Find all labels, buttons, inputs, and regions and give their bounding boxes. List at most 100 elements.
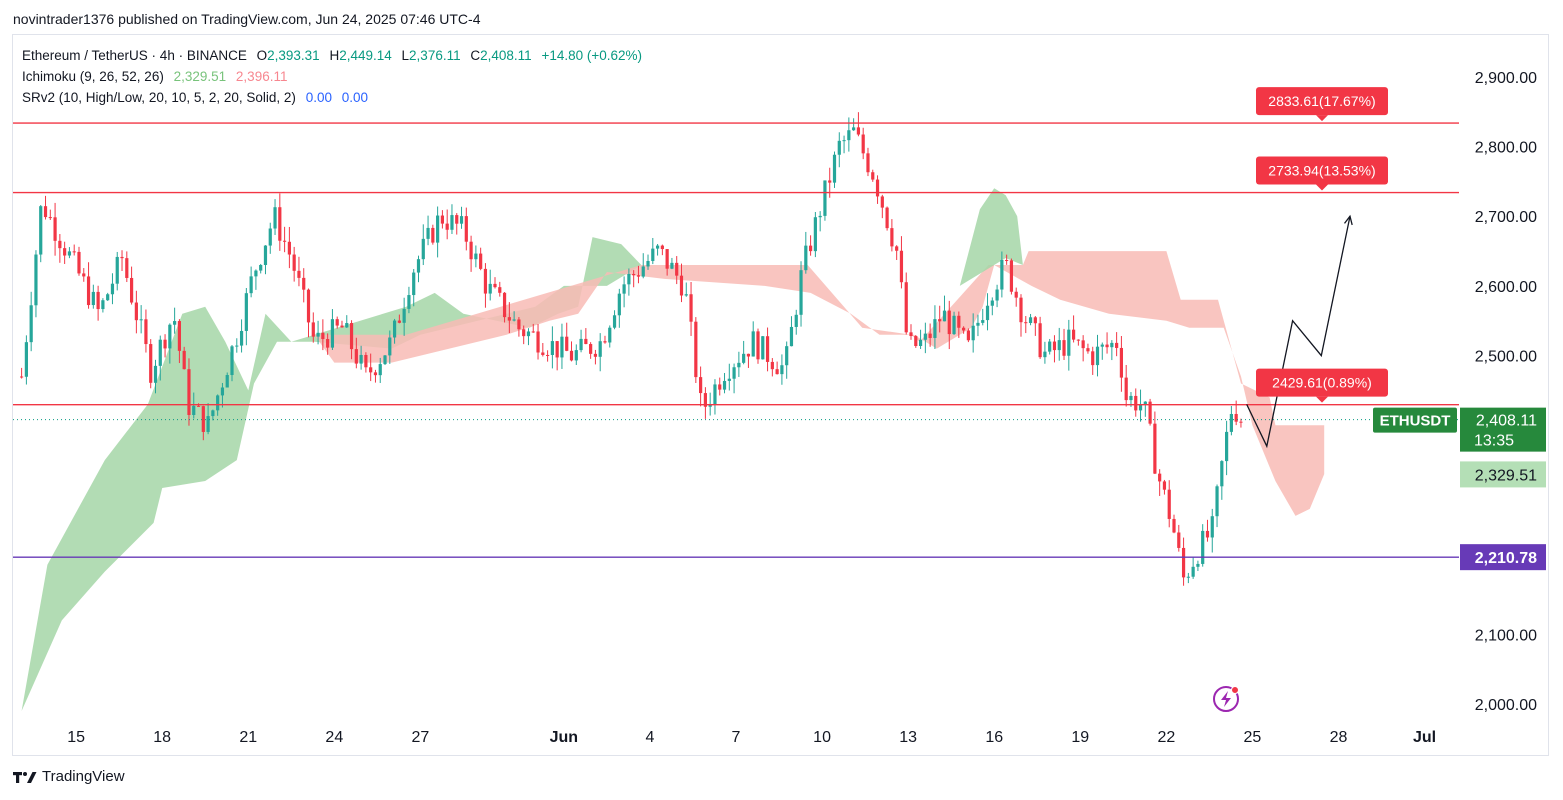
candle-body (598, 341, 602, 357)
candle-body (383, 355, 387, 365)
candle-body (273, 207, 277, 229)
legend-ichimoku-row[interactable]: Ichimoku (9, 26, 52, 26) 2,329.51 2,396.… (22, 66, 642, 87)
candle-body (29, 305, 33, 343)
resistance-2733-tag-label: 2733.94(13.53%) (1268, 163, 1375, 179)
candle-body (254, 270, 258, 277)
candle-body (397, 320, 401, 323)
candle-body (780, 365, 784, 375)
bar-countdown-label: 13:35 (1474, 433, 1514, 450)
candle-body (981, 320, 985, 323)
last-price-tag (1460, 407, 1546, 452)
candle-body (292, 254, 296, 271)
candle-body (53, 217, 57, 241)
candle-body (153, 365, 158, 383)
x-tick-label: 4 (645, 729, 654, 746)
candle-body (679, 275, 684, 296)
news-lightning-bolt (1221, 691, 1231, 707)
candle-body (1009, 260, 1014, 292)
candle-body (412, 272, 416, 296)
candle-body (192, 405, 196, 416)
x-tick-label: 21 (239, 729, 257, 746)
candle-body (359, 354, 363, 364)
x-tick-label: 25 (1244, 729, 1262, 746)
symbol-tag-label: ETHUSDT (1380, 413, 1451, 430)
legend-srv2-row[interactable]: SRv2 (10, High/Low, 20, 10, 5, 2, 20, So… (22, 87, 642, 108)
ichimoku-price-tag-label-2: 2,329.51 (1475, 467, 1537, 484)
candle-body (608, 327, 612, 343)
candle-body (268, 228, 272, 246)
candle-body (20, 376, 24, 378)
candle-body (1033, 317, 1037, 324)
legend-ichimoku-label[interactable]: Ichimoku (9, 26, 52, 26) (22, 69, 164, 84)
legend-ichimoku-value-1: 2,329.51 (173, 69, 227, 84)
legend-srv2-value-2: 0.00 (341, 90, 369, 105)
chart-frame[interactable] (12, 34, 1549, 756)
candle-body (440, 215, 445, 224)
x-tick-label: Jun (550, 729, 578, 746)
candle-body (1062, 340, 1066, 356)
candle-body (1210, 516, 1214, 538)
candle-body (1177, 532, 1181, 548)
candle-body (976, 322, 980, 326)
candle-body (1115, 342, 1119, 348)
legend-high-label: H (329, 48, 340, 63)
candle-body (775, 369, 779, 375)
candle-body (388, 337, 392, 356)
candle-body (808, 245, 813, 252)
candle-body (287, 241, 291, 255)
candle-body (216, 395, 220, 411)
tradingview-footer-logo[interactable]: TradingView (13, 768, 125, 785)
candle-body (880, 196, 884, 208)
candle-body (306, 289, 311, 323)
chart-legend: Ethereum / TetherUS · 4h · BINANCE O2,39… (22, 45, 642, 108)
legend-symbol-row[interactable]: Ethereum / TetherUS · 4h · BINANCE O2,39… (22, 45, 642, 66)
candle-body (39, 206, 43, 255)
candle-body (163, 339, 167, 349)
candle-body (445, 223, 449, 230)
legend-symbol[interactable]: Ethereum / TetherUS · 4h · BINANCE (22, 48, 247, 63)
candle-body (96, 291, 100, 310)
candle-body (713, 384, 717, 405)
candle-body (646, 260, 650, 267)
candle-body (923, 333, 927, 340)
candle-body (517, 319, 521, 330)
candle-body (450, 215, 454, 230)
candles (20, 112, 1243, 586)
candle-body (584, 338, 588, 345)
candle-body (196, 405, 201, 407)
legend-low-label: L (401, 48, 410, 63)
candle-body (502, 292, 507, 318)
candle-body (904, 282, 908, 333)
candle-body (871, 172, 875, 180)
candle-body (952, 315, 956, 335)
candle-body (1014, 291, 1018, 298)
candle-body (737, 362, 741, 368)
candle-body (335, 319, 339, 326)
candle-body (168, 324, 172, 349)
candle-body (115, 256, 119, 284)
legend-srv2-label[interactable]: SRv2 (10, High/Low, 20, 10, 5, 2, 20, So… (22, 90, 296, 105)
y-tick-label: 2,800.00 (1475, 140, 1537, 157)
candle-body (469, 241, 473, 260)
candle-body (106, 294, 110, 301)
candle-body (895, 246, 899, 251)
candle-body (369, 367, 373, 373)
x-tick-label: 7 (732, 729, 741, 746)
legend-close-label: C (470, 48, 481, 63)
ichimoku-cloud-green (21, 237, 642, 711)
candle-body (957, 315, 961, 328)
candle-body (1172, 518, 1176, 533)
candle-body (34, 254, 38, 306)
candle-body (593, 353, 598, 357)
candle-body (239, 330, 244, 346)
candle-body (311, 322, 315, 337)
candle-body (1052, 341, 1057, 351)
candle-body (139, 319, 143, 321)
legend-high-value: 2,449.14 (339, 48, 392, 63)
candle-body (842, 140, 846, 142)
candle-body (789, 326, 794, 347)
candle-body (464, 216, 468, 242)
candle-body (1186, 576, 1190, 578)
candle-body (1191, 566, 1195, 577)
